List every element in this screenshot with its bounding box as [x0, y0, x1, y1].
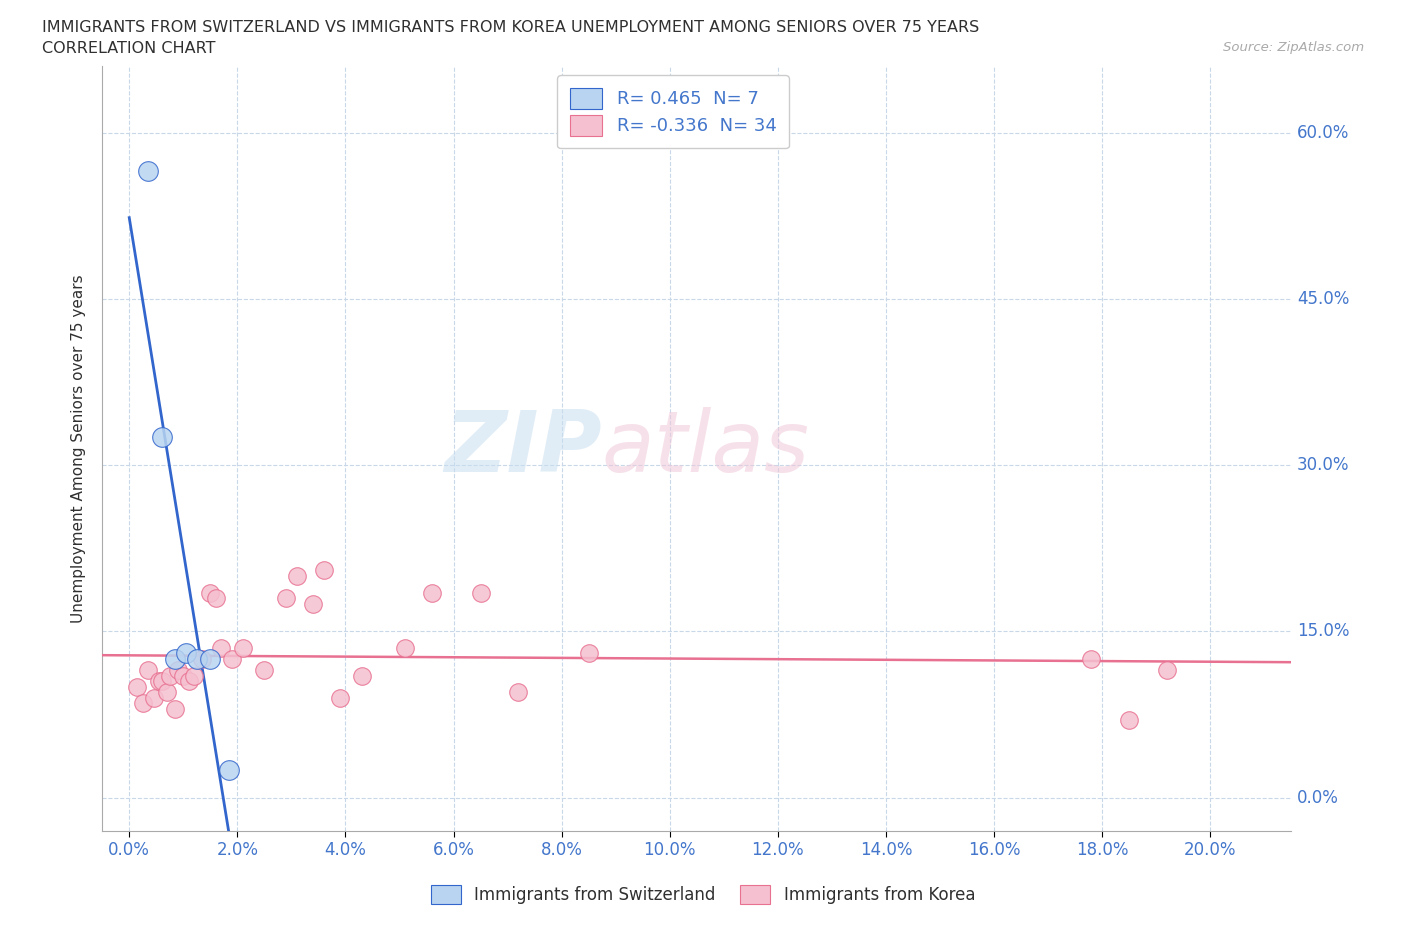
- Point: [302, 596, 325, 611]
- Point: [253, 663, 276, 678]
- Point: [132, 696, 155, 711]
- Point: [186, 652, 208, 667]
- Point: [174, 646, 197, 661]
- Y-axis label: Unemployment Among Seniors over 75 years: Unemployment Among Seniors over 75 years: [72, 274, 86, 623]
- Point: [172, 668, 194, 683]
- Point: [209, 641, 232, 656]
- Point: [470, 585, 492, 600]
- Point: [167, 663, 190, 678]
- Legend: R= 0.465  N= 7, R= -0.336  N= 34: R= 0.465 N= 7, R= -0.336 N= 34: [557, 75, 789, 149]
- Point: [312, 563, 335, 578]
- Point: [148, 673, 170, 688]
- Point: [274, 591, 297, 605]
- Point: [221, 652, 243, 667]
- Point: [204, 591, 226, 605]
- Text: 30.0%: 30.0%: [1296, 456, 1350, 474]
- Point: [1080, 652, 1102, 667]
- Text: Source: ZipAtlas.com: Source: ZipAtlas.com: [1223, 41, 1364, 54]
- Text: atlas: atlas: [602, 407, 810, 490]
- Point: [136, 663, 159, 678]
- Point: [136, 164, 159, 179]
- Point: [1118, 712, 1140, 727]
- Text: ZIP: ZIP: [444, 407, 602, 490]
- Point: [150, 430, 173, 445]
- Point: [1156, 663, 1178, 678]
- Legend: Immigrants from Switzerland, Immigrants from Korea: Immigrants from Switzerland, Immigrants …: [425, 878, 981, 910]
- Point: [285, 568, 308, 583]
- Point: [177, 673, 200, 688]
- Text: CORRELATION CHART: CORRELATION CHART: [42, 41, 215, 56]
- Point: [183, 668, 205, 683]
- Point: [142, 690, 165, 705]
- Point: [218, 763, 240, 777]
- Point: [165, 701, 187, 716]
- Point: [329, 690, 352, 705]
- Text: 15.0%: 15.0%: [1296, 622, 1350, 641]
- Point: [420, 585, 443, 600]
- Point: [232, 641, 254, 656]
- Point: [508, 684, 530, 699]
- Point: [350, 668, 373, 683]
- Text: IMMIGRANTS FROM SWITZERLAND VS IMMIGRANTS FROM KOREA UNEMPLOYMENT AMONG SENIORS : IMMIGRANTS FROM SWITZERLAND VS IMMIGRANT…: [42, 20, 980, 35]
- Point: [200, 585, 222, 600]
- Point: [127, 679, 149, 694]
- Point: [191, 652, 214, 667]
- Point: [578, 646, 600, 661]
- Text: 0.0%: 0.0%: [1296, 789, 1339, 806]
- Point: [394, 641, 416, 656]
- Point: [159, 668, 181, 683]
- Text: 60.0%: 60.0%: [1296, 124, 1350, 141]
- Point: [165, 652, 187, 667]
- Point: [150, 673, 173, 688]
- Point: [156, 684, 179, 699]
- Point: [200, 652, 222, 667]
- Text: 45.0%: 45.0%: [1296, 290, 1350, 308]
